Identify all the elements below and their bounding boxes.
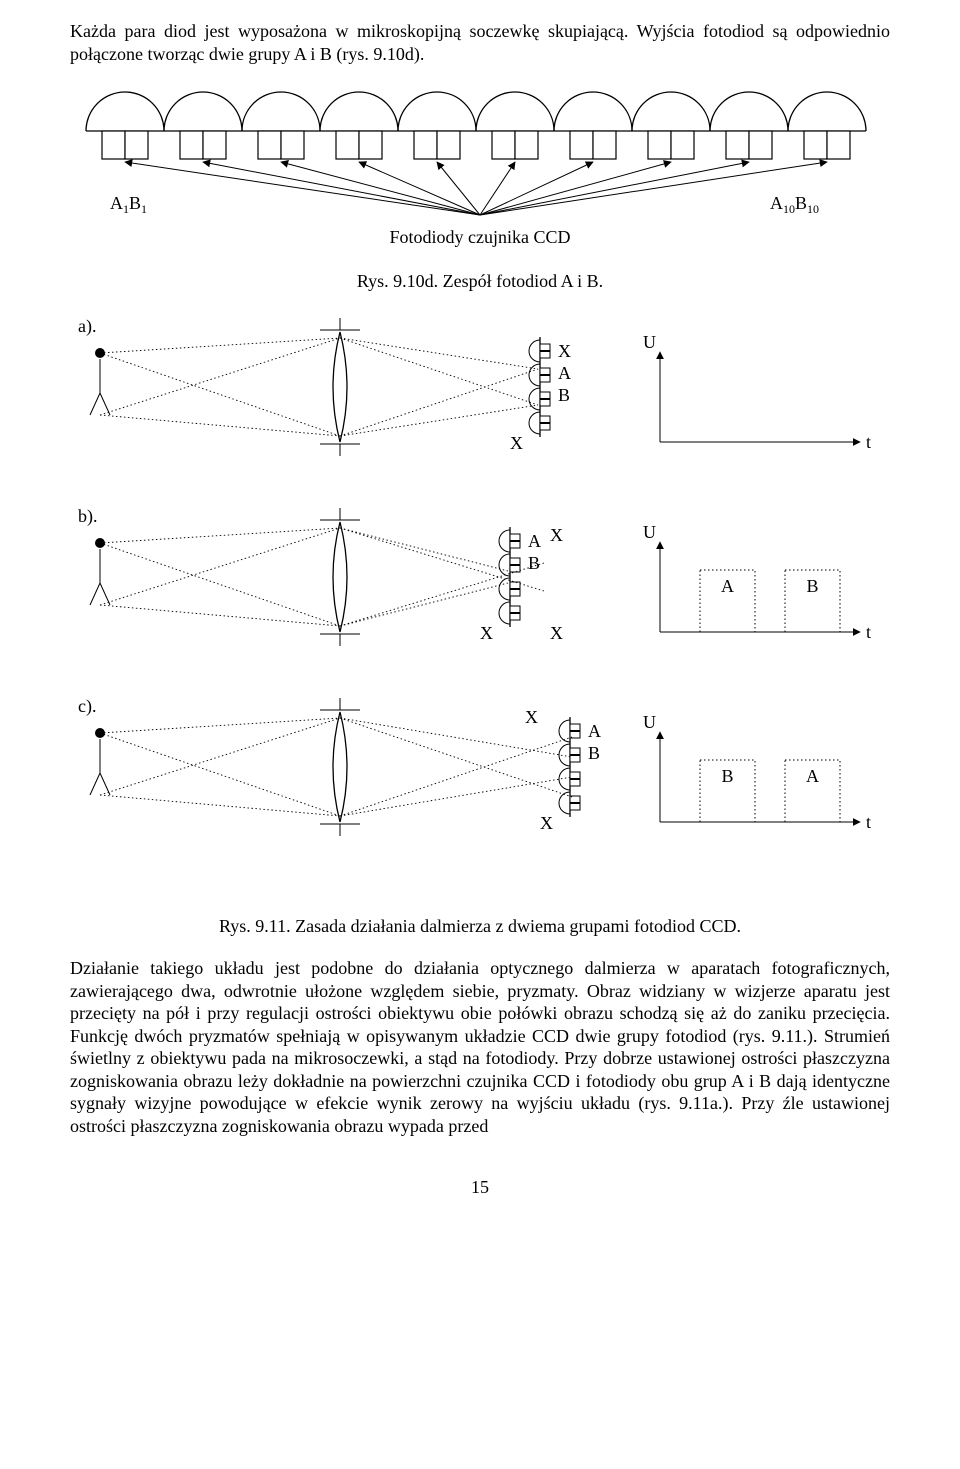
fig-10d-svg: A1B1 A10B10 Fotodiody czujnika CCD xyxy=(70,85,890,265)
svg-text:X: X xyxy=(480,623,493,643)
svg-text:X: X xyxy=(550,623,563,643)
intro-paragraph: Każda para diod jest wyposażona w mikros… xyxy=(70,20,890,65)
svg-text:a).: a). xyxy=(78,316,96,337)
svg-text:A1B1: A1B1 xyxy=(110,193,147,216)
figure-9-10d: A1B1 A10B10 Fotodiody czujnika CCD Rys. 9.… xyxy=(70,85,890,292)
svg-text:c).: c). xyxy=(78,696,96,717)
svg-text:A10B10: A10B10 xyxy=(770,193,819,216)
fig-10d-caption: Rys. 9.10d. Zespół fotodiod A i B. xyxy=(70,271,890,292)
svg-text:B: B xyxy=(558,385,570,405)
svg-text:A: A xyxy=(721,576,734,596)
svg-text:U: U xyxy=(643,522,656,542)
svg-text:A: A xyxy=(806,766,819,786)
svg-text:t: t xyxy=(866,812,871,832)
svg-text:X: X xyxy=(510,433,523,453)
svg-text:U: U xyxy=(643,332,656,352)
svg-text:U: U xyxy=(643,712,656,732)
svg-text:B: B xyxy=(806,576,818,596)
svg-text:Fotodiody czujnika CCD: Fotodiody czujnika CCD xyxy=(390,227,571,247)
svg-text:t: t xyxy=(866,432,871,452)
figure-9-11: a).XABXUtb).ABXXXUtABc).ABXXUtBA Rys. 9.… xyxy=(70,312,890,937)
svg-text:B: B xyxy=(588,743,600,763)
svg-text:A: A xyxy=(588,721,601,741)
fig-11-svg: a).XABXUtb).ABXXXUtABc).ABXXUtBA xyxy=(70,312,890,902)
fig-11-caption: Rys. 9.11. Zasada działania dalmierza z … xyxy=(70,916,890,937)
svg-text:B: B xyxy=(721,766,733,786)
svg-text:A: A xyxy=(558,363,571,383)
svg-text:X: X xyxy=(525,707,538,727)
svg-text:X: X xyxy=(540,813,553,833)
svg-text:X: X xyxy=(558,341,571,361)
svg-text:t: t xyxy=(866,622,871,642)
page-number: 15 xyxy=(70,1177,890,1198)
svg-text:A: A xyxy=(528,531,541,551)
svg-text:b).: b). xyxy=(78,506,98,527)
body-paragraph: Działanie takiego układu jest podobne do… xyxy=(70,957,890,1137)
svg-text:B: B xyxy=(528,553,540,573)
svg-text:X: X xyxy=(550,525,563,545)
